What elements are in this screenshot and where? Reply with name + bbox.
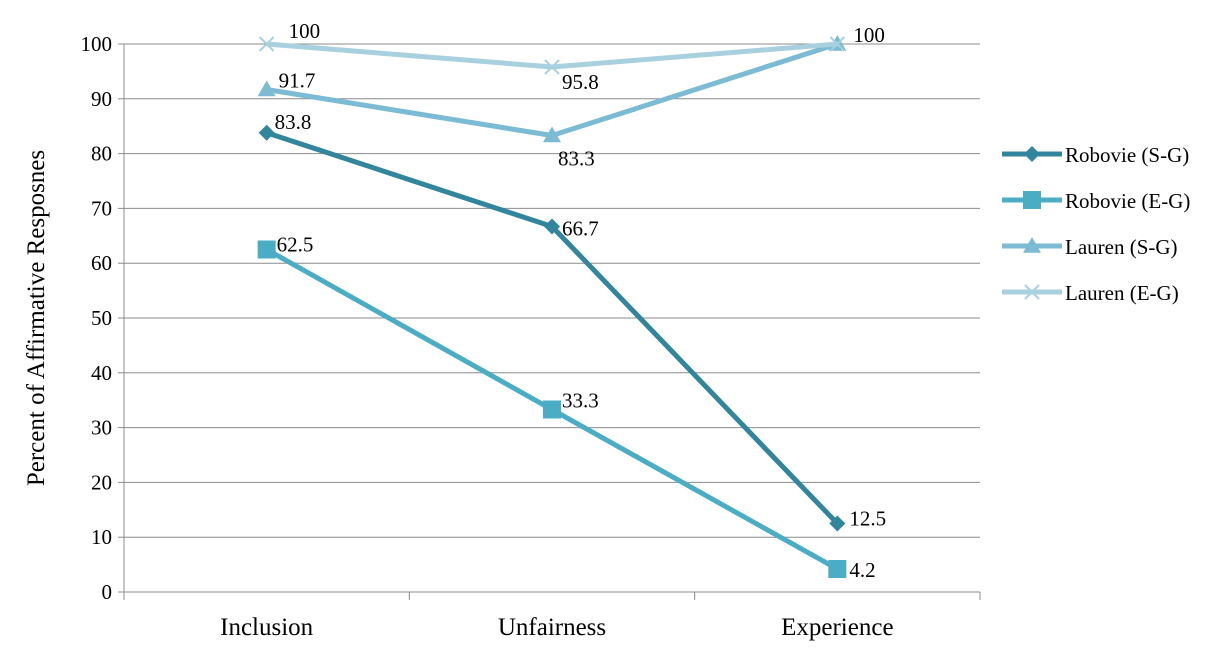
data-point (543, 126, 561, 143)
legend-item: Robovie (E-G) (1002, 189, 1190, 213)
legend-item: Lauren (S-G) (1002, 235, 1178, 259)
legend-label: Robovie (E-G) (1065, 189, 1190, 213)
data-point (544, 218, 560, 235)
y-tick-label: 40 (91, 361, 112, 385)
y-tick-label: 90 (91, 87, 112, 111)
series-line (265, 130, 840, 526)
data-label: 83.8 (275, 110, 312, 134)
data-label: 4.2 (849, 558, 875, 582)
y-tick-label: 20 (91, 470, 112, 494)
legend-label: Lauren (E-G) (1065, 281, 1179, 305)
y-tick-label: 50 (91, 306, 112, 330)
series-line (266, 41, 838, 70)
data-point (258, 36, 275, 52)
axis-layer: Percent of Affirmative Resposnes 0 10 20 30… (23, 32, 981, 641)
data-point (543, 400, 561, 419)
y-tick-label: 70 (91, 196, 112, 220)
legend-marker (1024, 284, 1040, 300)
legend-label: Lauren (S-G) (1065, 235, 1178, 259)
data-point (828, 559, 847, 578)
y-tick-label: 10 (91, 525, 112, 549)
legend: Robovie (S-G) Robovie (E-G) Lauren (S-G) La… (1002, 143, 1190, 305)
data-label: 95.8 (562, 70, 599, 94)
series-line (266, 41, 839, 139)
grid-layer (124, 43, 980, 538)
y-tick-label: 60 (91, 251, 112, 275)
data-point (257, 240, 276, 259)
series-0 (258, 124, 846, 532)
data-label: 91.7 (279, 68, 316, 92)
data-label: 100 (853, 23, 885, 47)
x-tick-label: Unfairness (498, 614, 606, 641)
legend-marker (1023, 191, 1041, 209)
series-1 (257, 240, 847, 578)
data-label: 12.5 (849, 507, 886, 531)
data-label-layer: 83.8 66.7 12.5 62.5 33.3 4.2 91.7 83.3 100 95.8 10… (275, 19, 886, 582)
legend-item: Robovie (S-G) (1002, 143, 1189, 167)
y-tick-label: 80 (91, 142, 112, 166)
x-tick-label: Experience (781, 614, 893, 641)
legend-marker (1023, 237, 1041, 253)
y-tick-label: 30 (91, 416, 112, 440)
legend-item: Lauren (E-G) (1002, 281, 1179, 305)
data-label: 100 (289, 19, 321, 43)
legend-marker (1024, 146, 1040, 162)
legend-label: Robovie (S-G) (1065, 143, 1189, 167)
y-axis-title: Percent of Affirmative Resposnes (23, 150, 50, 486)
y-tick-label: 0 (102, 580, 113, 604)
series-layer (257, 35, 847, 578)
data-point (257, 80, 276, 97)
series-3 (258, 36, 846, 75)
data-label: 62.5 (277, 233, 314, 257)
x-tick-label: Inclusion (220, 614, 314, 641)
data-label: 33.3 (562, 389, 599, 413)
data-point (258, 124, 275, 141)
data-label: 83.3 (558, 147, 595, 171)
data-point (829, 36, 846, 52)
data-point (544, 59, 560, 75)
data-label: 66.7 (562, 216, 599, 240)
data-point (829, 515, 846, 532)
y-tick-label: 100 (81, 32, 113, 56)
